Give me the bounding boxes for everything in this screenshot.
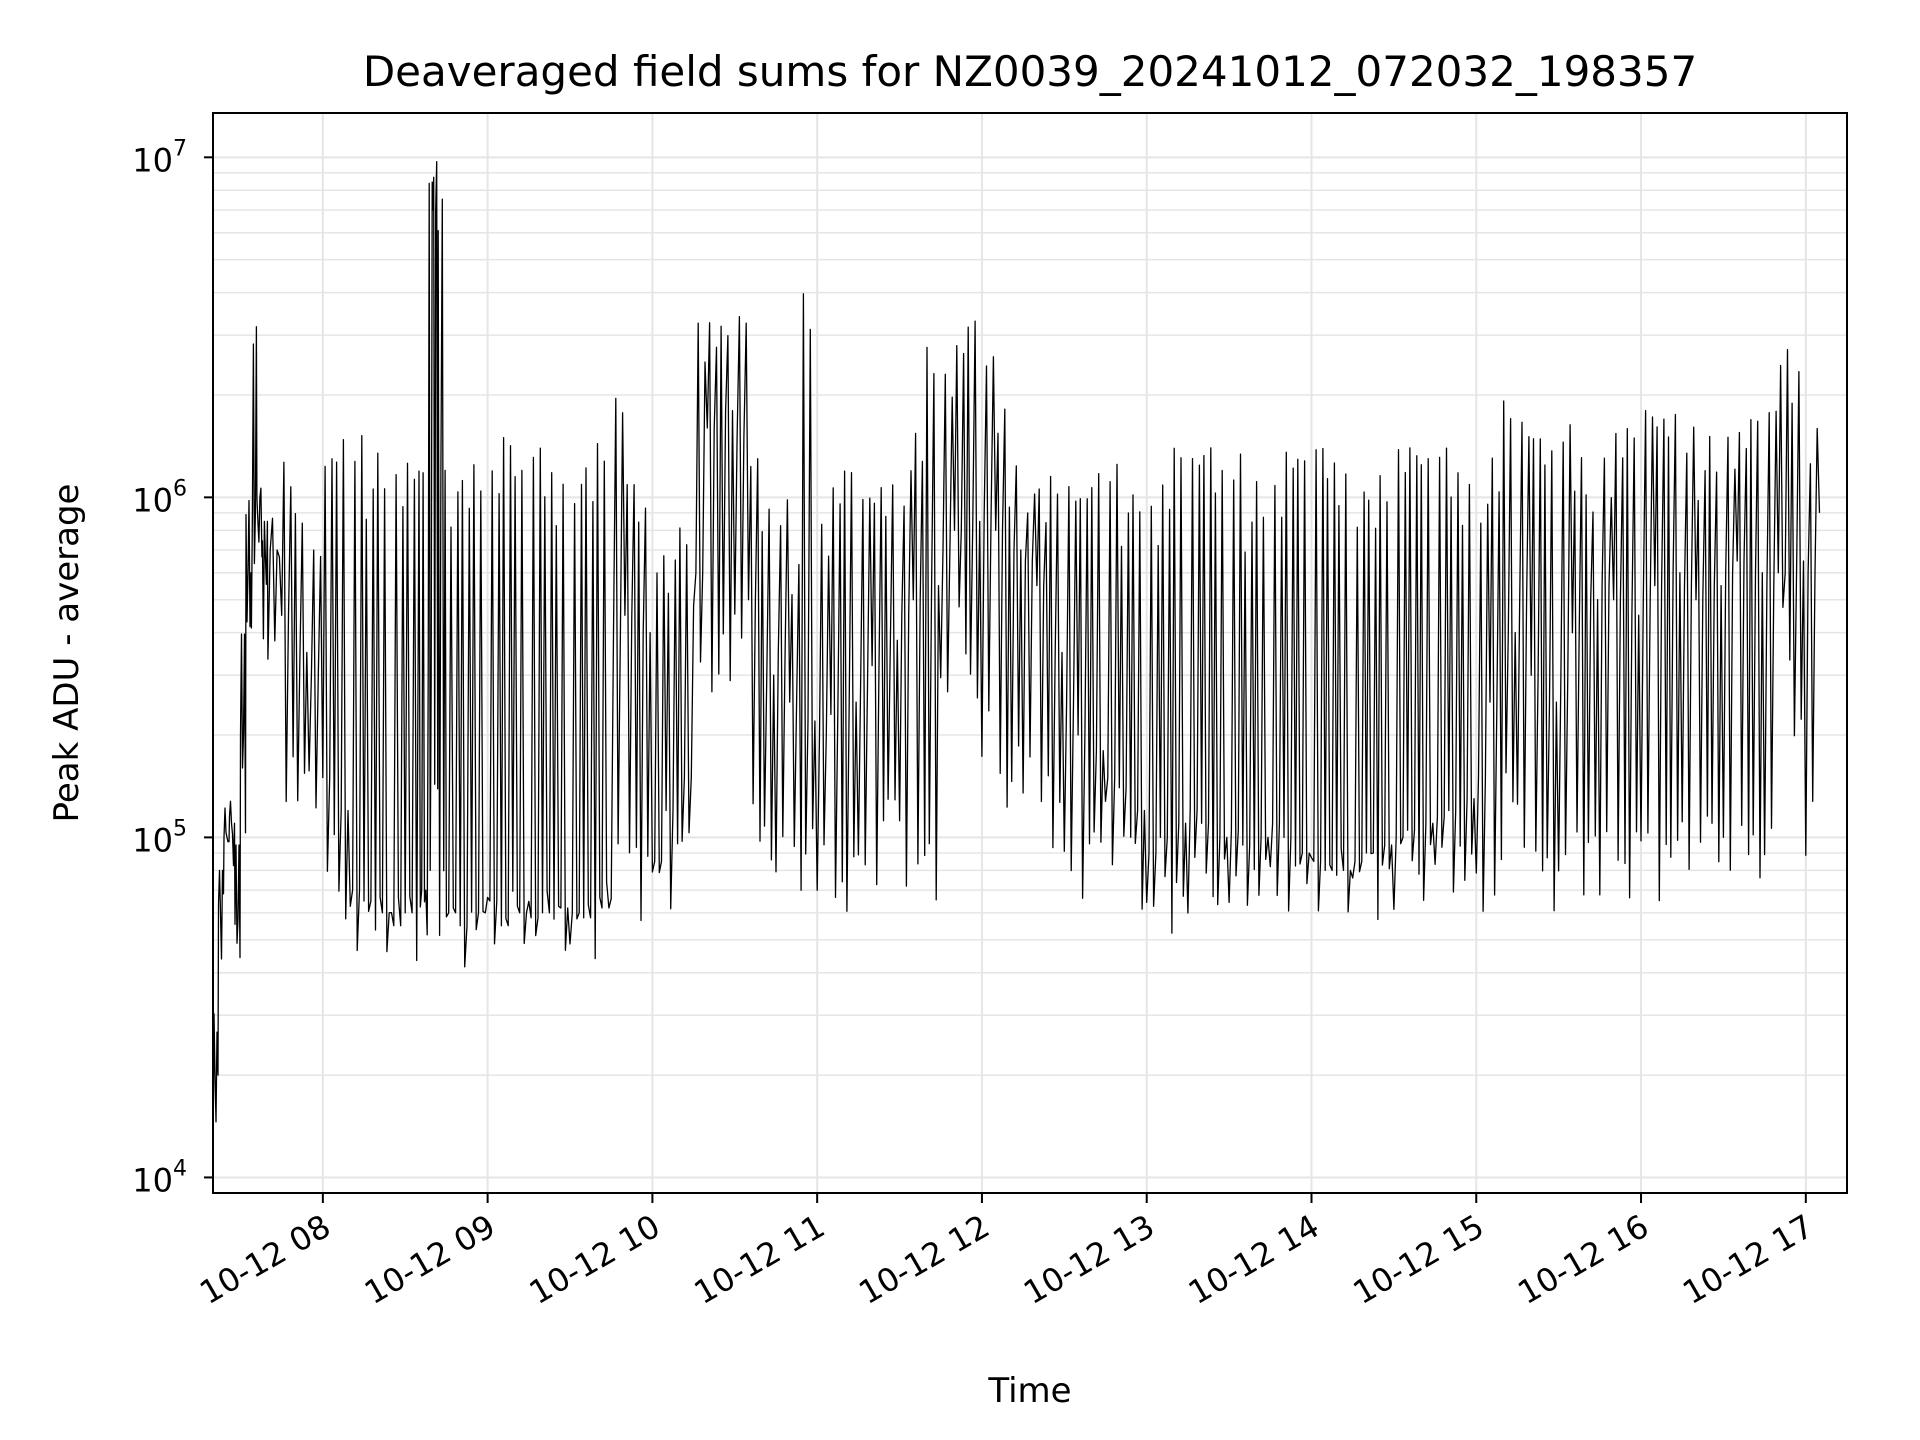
y-tick-label: 104 [132,1156,187,1199]
chart-title: Deaveraged field sums for NZ0039_2024101… [363,47,1697,96]
y-tick-label: 105 [132,816,187,859]
y-tick-label: 106 [132,476,187,519]
plot-frame [212,112,1848,1194]
y-axis-title: Peak ADU - average [47,484,87,823]
series-line [212,161,1821,1164]
x-axis-title: Time [987,1371,1071,1411]
data-series [212,161,1821,1164]
y-tick-label: 107 [132,136,187,179]
